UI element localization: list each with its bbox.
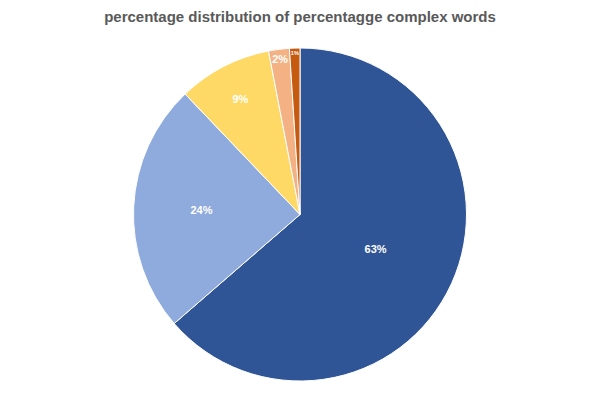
svg-text:2%: 2% <box>272 53 288 65</box>
svg-text:63%: 63% <box>365 243 387 255</box>
svg-text:1%: 1% <box>291 50 299 56</box>
svg-text:9%: 9% <box>232 93 248 105</box>
svg-text:percentage distribution of per: percentage distribution of percentagge c… <box>104 8 496 25</box>
svg-text:24%: 24% <box>190 204 212 216</box>
